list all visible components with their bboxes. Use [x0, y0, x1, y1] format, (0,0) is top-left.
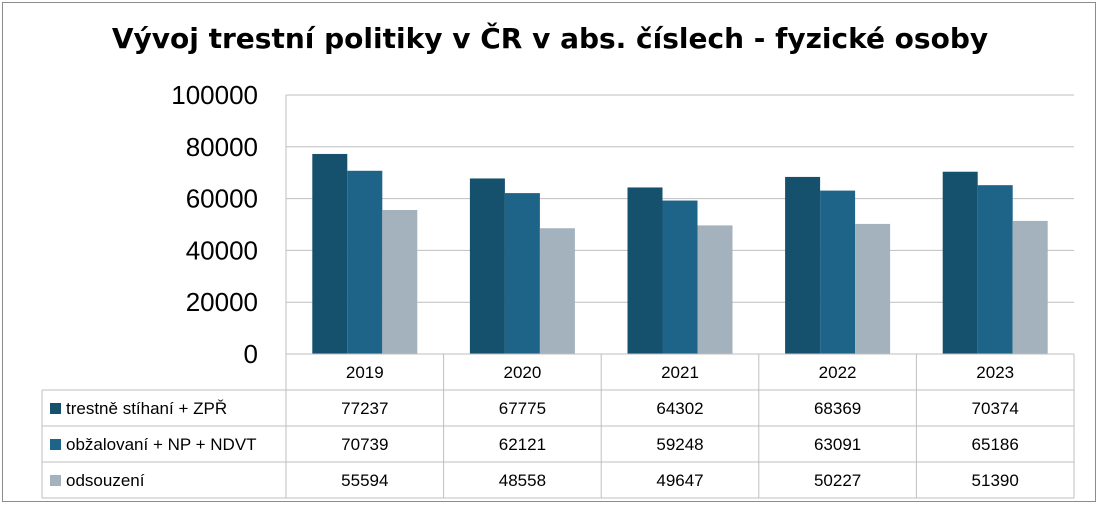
bars	[312, 153, 1048, 354]
data-label: 68369	[814, 399, 861, 418]
data-label: 70374	[972, 399, 1019, 418]
data-label: 70739	[341, 435, 388, 454]
bar	[347, 170, 383, 354]
data-label: 65186	[972, 435, 1019, 454]
bar	[977, 185, 1013, 354]
bar	[855, 223, 891, 354]
legend-label: trestně stíhaní + ZPŘ	[66, 399, 227, 418]
bar	[820, 190, 856, 354]
data-label: 55594	[341, 471, 388, 490]
chart-title: Vývoj trestní politiky v ČR v abs. čísle…	[111, 22, 989, 55]
bar	[382, 210, 418, 354]
x-category-label: 2020	[503, 363, 541, 382]
data-label: 67775	[499, 399, 546, 418]
x-category-label: 2021	[661, 363, 699, 382]
data-label: 77237	[341, 399, 388, 418]
x-category-label: 2019	[346, 363, 384, 382]
bar	[504, 193, 540, 354]
y-tick-label: 100000	[171, 80, 258, 110]
legend-swatch	[50, 439, 61, 450]
bar	[697, 225, 733, 354]
legend-swatch	[50, 403, 61, 414]
bar	[539, 228, 575, 354]
bar	[662, 200, 698, 354]
data-label: 63091	[814, 435, 861, 454]
y-axis-ticks: 0 20000 40000 60000 80000 100000	[171, 80, 258, 369]
bar	[942, 171, 978, 354]
bar	[469, 178, 505, 354]
data-label: 50227	[814, 471, 861, 490]
x-category-label: 2023	[976, 363, 1014, 382]
x-category-label: 2022	[819, 363, 857, 382]
data-label: 48558	[499, 471, 546, 490]
y-tick-label: 60000	[186, 184, 258, 214]
data-label: 62121	[499, 435, 546, 454]
bar	[312, 153, 348, 354]
data-label: 49647	[656, 471, 703, 490]
bar	[1012, 220, 1048, 354]
y-tick-label: 0	[244, 339, 258, 369]
bar	[627, 187, 663, 354]
legend-swatch	[50, 475, 61, 486]
y-tick-label: 20000	[186, 287, 258, 317]
legend-label: obžalovaní + NP + NDVT	[66, 435, 257, 454]
bar	[785, 176, 821, 354]
data-label: 59248	[656, 435, 703, 454]
y-tick-label: 40000	[186, 235, 258, 265]
data-table: 2019 2020 2021 2022 2023 trestně stíhaní + ZP…	[41, 353, 1075, 499]
data-label: 51390	[972, 471, 1019, 490]
data-label: 64302	[656, 399, 703, 418]
y-tick-label: 80000	[186, 132, 258, 162]
legend-label: odsouzení	[66, 471, 145, 490]
